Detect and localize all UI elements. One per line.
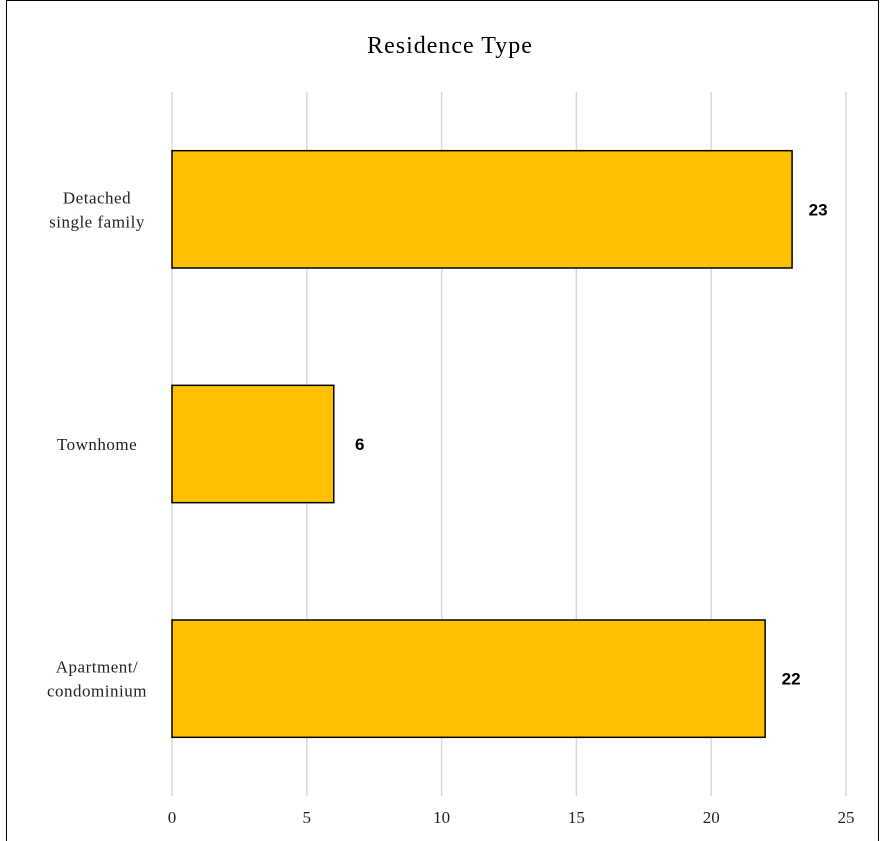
category-labels: Detached single family Townhome Apartment/c…: [47, 188, 147, 701]
x-tick-label: 5: [303, 808, 312, 827]
x-tick-label: 15: [568, 808, 585, 827]
bar: [171, 149, 793, 269]
category-label-line: single family: [49, 212, 145, 231]
category-label-line: condominium: [47, 682, 147, 701]
category-label: Detached single family: [49, 188, 145, 231]
category-label: Townhome: [57, 435, 137, 454]
data-label: 23: [809, 200, 828, 219]
x-tick-labels: 0 5 10 15 20 25: [168, 808, 855, 827]
bar: [171, 384, 335, 504]
bars: [171, 149, 793, 739]
bar: [171, 619, 766, 739]
category-label-line: Apartment/: [56, 658, 138, 677]
chart-title: Residence Type: [367, 33, 533, 59]
category-label-line: Townhome: [57, 435, 137, 454]
data-label: 22: [782, 670, 801, 689]
x-tick-label: 25: [838, 808, 855, 827]
x-tick-label: 0: [168, 808, 177, 827]
category-label-line: Detached: [63, 188, 131, 207]
data-label: 6: [355, 435, 364, 454]
x-tick-label: 10: [433, 808, 450, 827]
x-tick-label: 20: [703, 808, 720, 827]
category-label: Apartment/condominium: [47, 658, 147, 701]
data-labels: 23 6 22: [355, 200, 828, 688]
